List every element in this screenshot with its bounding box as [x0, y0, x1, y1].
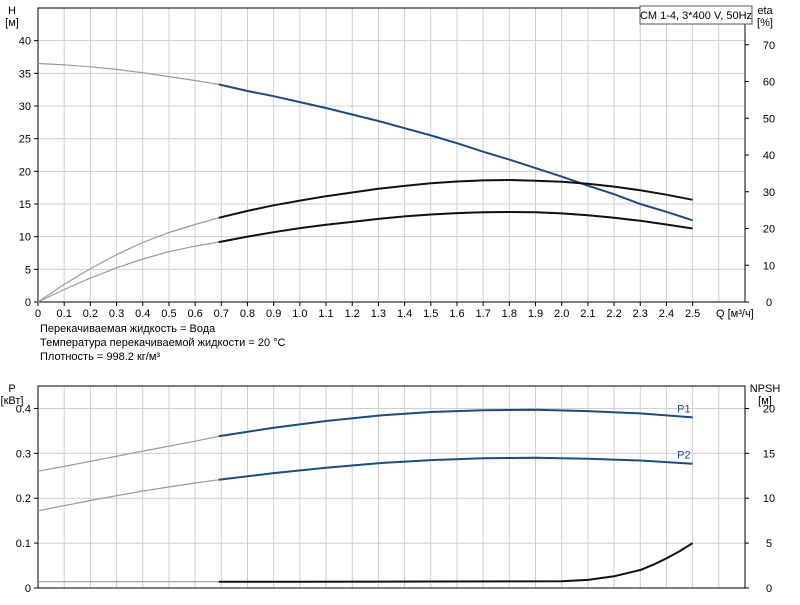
- top-panel: 0 5 10 15 20 25 30 35 40 0 10 20 30 40 50 60 70 H[м] eta[%…: [5, 5, 775, 320]
- y-right-tick-label: 60: [763, 77, 775, 89]
- y-right-axis-label: [%]: [757, 17, 773, 29]
- y-right-tick-label: 10: [763, 260, 775, 272]
- x-tick-label: 1.9: [528, 308, 543, 320]
- y-left-axis-label: [кВт]: [1, 395, 24, 407]
- plot-frame: [37, 385, 746, 589]
- series-line-extrapolated: [37, 435, 219, 472]
- y-right-tick-label: 20: [763, 224, 775, 236]
- x-tick-label: 0.6: [187, 308, 202, 320]
- y-left-tick-label: 5: [25, 264, 31, 276]
- bottom-panel: 0 0.1 0.2 0.3 0.4 0 5 10 15 20 P[кВт] NPSH[м] P1 P2: [1, 383, 781, 595]
- y-right-tick-label: 50: [763, 113, 775, 125]
- series-line: [218, 83, 693, 222]
- series-line-extrapolated: [37, 217, 219, 303]
- y-left-tick-label: 0.4: [16, 403, 31, 415]
- y-left-tick-label: 15: [19, 199, 31, 211]
- x-tick-label: 1.2: [345, 308, 360, 320]
- x-tick-label: 2.4: [659, 308, 674, 320]
- x-axis-label: Q [м³/ч]: [716, 308, 754, 320]
- series-line: [218, 456, 693, 481]
- x-tick-label: 2.5: [685, 308, 700, 320]
- y-right-axis-label: [м]: [758, 395, 772, 407]
- y-left-axis-label: [м]: [5, 17, 19, 29]
- y-right-tick-label: 20: [763, 403, 775, 415]
- y-left-tick-label: 0: [25, 297, 31, 309]
- y-left-tick-label: 30: [19, 101, 31, 113]
- x-tick-label: 0.4: [135, 308, 150, 320]
- y-right-tick-label: 0: [766, 583, 772, 595]
- y-left-tick-label: 0.1: [16, 538, 31, 550]
- y-right-tick-label: 10: [763, 493, 775, 505]
- x-tick-label: 0.3: [109, 308, 124, 320]
- x-tick-label: 1.6: [449, 308, 464, 320]
- y-left-tick-label: 20: [19, 166, 31, 178]
- series-line-extrapolated: [37, 62, 219, 85]
- series-line-extrapolated: [37, 241, 219, 303]
- x-tick-label: 0.1: [57, 308, 72, 320]
- y-right-tick-label: 40: [763, 150, 775, 162]
- x-tick-label: 0.2: [83, 308, 98, 320]
- x-tick-label: 0.5: [161, 308, 176, 320]
- y-right-axis-label: eta: [757, 5, 773, 17]
- x-tick-label: 0.8: [240, 308, 255, 320]
- note-temperature: Температура перекачиваемой жидкости = 20…: [40, 337, 286, 349]
- y-right-tick-label: 0: [766, 297, 772, 309]
- y-left-tick-label: 35: [19, 68, 31, 80]
- x-tick-label: 2.3: [633, 308, 648, 320]
- y-right-axis-label: NPSH: [750, 383, 781, 395]
- y-left-tick-label: 25: [19, 134, 31, 146]
- y-left-tick-label: 40: [19, 36, 31, 48]
- series-line: [218, 408, 693, 438]
- series-line: [218, 178, 693, 219]
- note-density: Плотность = 998.2 кг/м³: [40, 351, 160, 363]
- y-right-tick-label: 15: [763, 448, 775, 460]
- series-label: P1: [677, 403, 690, 415]
- x-tick-label: 2.0: [554, 308, 569, 320]
- plot-frame: [37, 7, 746, 303]
- x-tick-label: 2.2: [606, 308, 621, 320]
- x-tick-label: 0.7: [214, 308, 229, 320]
- y-left-axis-label: H: [8, 5, 16, 17]
- y-left-tick-label: 0: [25, 583, 31, 595]
- legend-box: [639, 5, 753, 25]
- x-tick-label: 1.3: [371, 308, 386, 320]
- x-tick-label: 1.7: [475, 308, 490, 320]
- y-left-tick-label: 0.3: [16, 448, 31, 460]
- series-line-extrapolated: [37, 479, 219, 512]
- y-left-tick-label: 0.2: [16, 493, 31, 505]
- x-tick-label: 1.1: [318, 308, 333, 320]
- x-tick-label: 1.0: [292, 308, 307, 320]
- series-line: [218, 210, 693, 244]
- x-tick-label: 0.9: [266, 308, 281, 320]
- x-tick-label: 1.4: [397, 308, 412, 320]
- series-label: P2: [677, 450, 690, 462]
- y-right-tick-label: 70: [763, 40, 775, 52]
- y-right-tick-label: 30: [763, 187, 775, 199]
- y-left-tick-label: 10: [19, 232, 31, 244]
- y-left-axis-label: P: [8, 383, 15, 395]
- x-tick-label: 1.5: [423, 308, 438, 320]
- y-right-tick-label: 5: [766, 538, 772, 550]
- note-fluid: Перекачиваемая жидкость = Вода: [40, 323, 216, 335]
- x-tick-label: 0: [35, 308, 41, 320]
- fluid-notes: Перекачиваемая жидкость = Вода Температу…: [40, 323, 286, 363]
- legend-box-label: CM 1-4, 3*400 V, 50Hz: [640, 10, 752, 22]
- x-tick-label: 2.1: [580, 308, 595, 320]
- x-tick-label: 1.8: [502, 308, 517, 320]
- series-line: [218, 542, 694, 583]
